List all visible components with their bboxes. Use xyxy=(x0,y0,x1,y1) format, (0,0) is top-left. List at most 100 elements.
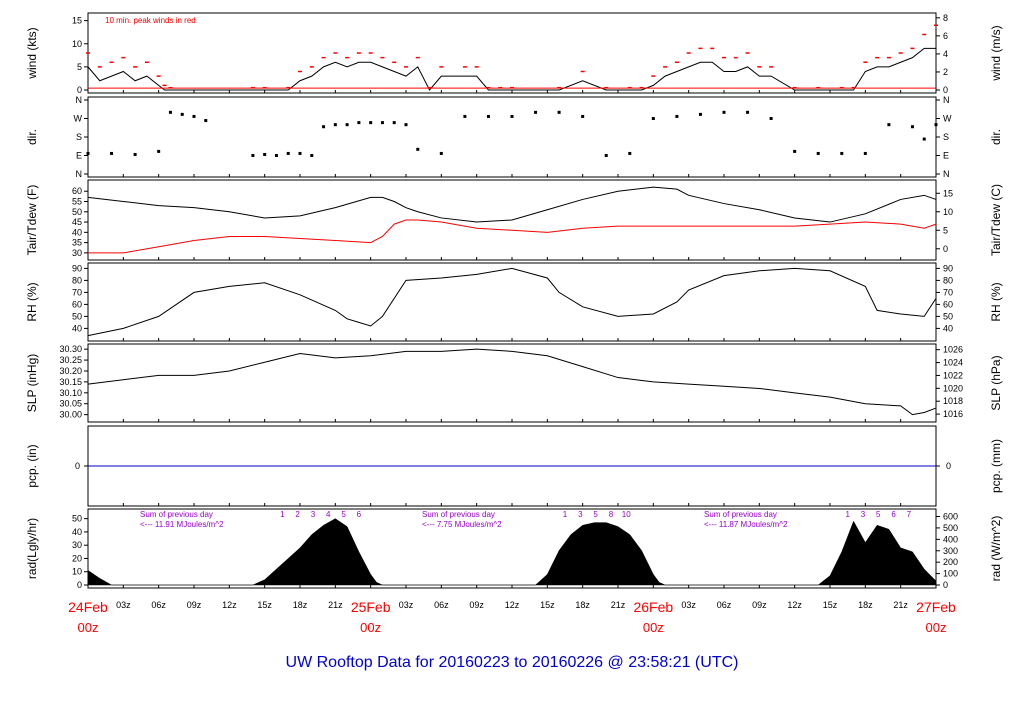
dir-point xyxy=(910,125,914,129)
y-tick-label-right: 4 xyxy=(943,49,948,59)
panel-wind: wind (kts) wind (m/s) 0 5 10 15 0 2 4 6 8 10 min. p… xyxy=(25,12,1003,95)
y-tick-label-left: S xyxy=(76,132,82,142)
hour-tick-label: 12z xyxy=(505,600,520,610)
y-tick-label-right: 200 xyxy=(943,557,958,567)
y-tick-label-left: 45 xyxy=(72,217,82,227)
y-tick-label-right: 500 xyxy=(943,523,958,533)
hour-tick-label: 12z xyxy=(222,600,237,610)
y-tick-label-left: N xyxy=(76,95,83,105)
y-tick-label-right: 60 xyxy=(943,299,953,309)
hour-tick-label: 18z xyxy=(575,600,590,610)
y-tick-label-right: 1026 xyxy=(943,345,963,355)
ylabel-right: dir. xyxy=(989,129,1003,145)
rad-hour-marker: 5 xyxy=(876,510,881,519)
y-tick-label-right: 0 xyxy=(943,244,948,254)
y-tick-label-right: 1024 xyxy=(943,358,963,368)
y-tick-label-left: 0 xyxy=(75,461,80,471)
dir-point xyxy=(392,121,396,125)
dir-point xyxy=(345,123,349,127)
series-wind xyxy=(87,47,936,91)
ylabel-left: Tair/Tdew (F) xyxy=(25,185,39,256)
dir-point xyxy=(110,151,114,155)
y-tick-label-right: 1016 xyxy=(943,409,963,419)
rad-hour-marker: 1 xyxy=(845,510,850,519)
hour-tick-label: 21z xyxy=(328,600,343,610)
rad-hour-marker: 6 xyxy=(891,510,896,519)
dir-point xyxy=(769,117,773,120)
dir-point xyxy=(534,110,538,114)
date-label-hour: 00z xyxy=(643,620,664,635)
y-tick-label-left: 35 xyxy=(72,238,82,248)
hour-tick-label: 18z xyxy=(293,600,308,610)
date-label-hour: 00z xyxy=(360,620,381,635)
dir-point xyxy=(204,119,208,123)
rad-hour-marker: 3 xyxy=(311,510,316,519)
ylabel-right: pcp. (mm) xyxy=(989,439,1003,493)
y-tick-label-left: 40 xyxy=(72,227,82,237)
rad-hour-marker: 5 xyxy=(593,510,598,519)
y-tick-label-left: 15 xyxy=(72,16,82,26)
y-tick-label-left: 30 xyxy=(72,540,82,550)
hour-tick-label: 15z xyxy=(540,600,555,610)
ylabel-right: RH (%) xyxy=(989,282,1003,321)
hour-tick-label: 03z xyxy=(399,600,414,610)
wind-annotation: 10 min. peak winds in red xyxy=(105,16,196,25)
ylabel-left: pcp. (in) xyxy=(25,444,39,487)
ylabel-right: rad (W/m^2) xyxy=(989,516,1003,582)
dir-point xyxy=(581,114,585,118)
rad-annotation-sum: <--- 11.87 MJoules/m^2 xyxy=(704,520,788,529)
dir-point xyxy=(333,123,337,127)
hour-tick-label: 03z xyxy=(681,600,696,610)
y-tick-label-right: 80 xyxy=(943,275,953,285)
y-tick-label-right: 8 xyxy=(943,13,948,23)
y-tick-label-right: 5 xyxy=(943,225,948,235)
rad-hour-marker: 2 xyxy=(295,510,300,519)
rad-annotation-title: Sum of previous day xyxy=(704,510,777,519)
dir-point xyxy=(651,117,655,120)
y-tick-label-left: 80 xyxy=(72,275,82,285)
y-tick-label-right: 0 xyxy=(946,461,951,471)
y-tick-label-left: 30.20 xyxy=(59,366,82,376)
series-slp xyxy=(87,348,937,416)
dir-point xyxy=(863,151,867,155)
series-radiation xyxy=(87,518,937,586)
dir-point xyxy=(180,112,184,116)
y-tick-label-right: 100 xyxy=(943,569,958,579)
panel-frame xyxy=(87,96,937,178)
panel-temp: Tair/Tdew (F) Tair/Tdew (C)30354045505560… xyxy=(25,179,1003,261)
y-tick-label-left: N xyxy=(76,169,83,179)
date-label-hour: 00z xyxy=(926,620,947,635)
y-tick-label-left: 60 xyxy=(72,299,82,309)
panel-frame xyxy=(87,262,937,342)
dir-point xyxy=(168,110,172,114)
ylabel-left: RH (%) xyxy=(25,282,39,321)
dir-point xyxy=(922,137,926,141)
y-tick-label-right: W xyxy=(943,114,952,124)
date-label-day: 27Feb xyxy=(916,599,956,615)
dir-point xyxy=(157,149,161,153)
y-tick-label-left: 30.05 xyxy=(59,399,82,409)
rad-hour-marker: 3 xyxy=(861,510,866,519)
dir-point xyxy=(486,114,490,118)
dir-point xyxy=(510,114,514,118)
y-tick-label-left: 50 xyxy=(72,207,82,217)
y-tick-label-left: 0 xyxy=(77,580,82,590)
ylabel-left: rad(Lgly/hr) xyxy=(25,518,39,579)
dir-point xyxy=(133,152,137,156)
hour-tick-label: 18z xyxy=(858,600,873,610)
dir-point xyxy=(934,123,938,127)
ylabel-left: wind (kts) xyxy=(25,27,39,79)
panel-frame xyxy=(87,12,937,94)
y-tick-label-left: 30.30 xyxy=(59,344,82,354)
dir-point xyxy=(404,123,408,127)
dir-point xyxy=(263,152,267,156)
dir-point xyxy=(722,110,726,114)
y-tick-label-right: 0 xyxy=(943,85,948,95)
y-tick-label-left: 30.10 xyxy=(59,388,82,398)
panel-rh: RH (%) RH (%) 40 50 60 70 80 90 40 50 60 70 80 90 xyxy=(25,262,1003,342)
panel-rad: rad(Lgly/hr) rad (W/m^2)01020304050010020… xyxy=(25,508,1003,590)
y-tick-label-right: S xyxy=(943,132,949,142)
